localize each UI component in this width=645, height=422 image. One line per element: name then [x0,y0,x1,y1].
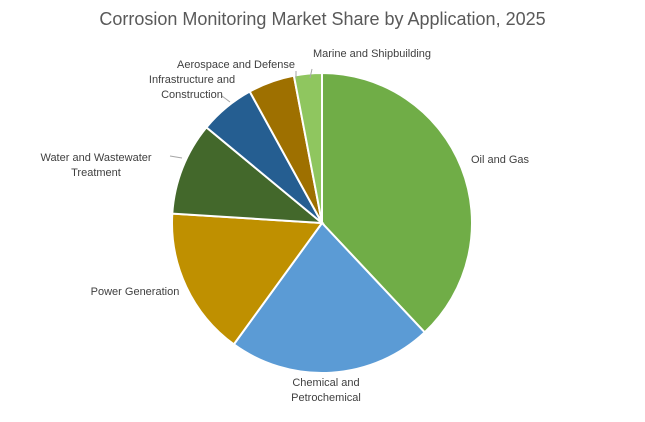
slice-label: Oil and Gas [471,154,530,166]
leader-lines [169,68,313,159]
leader-line [309,68,313,79]
slice-label: Marine and Shipbuilding [313,48,431,60]
slice-label: Power Generation [91,286,180,298]
pie-slices [171,71,473,374]
slice-label: Water and Wastewater Treatment [40,152,151,179]
slice-label: Aerospace and Defense [177,59,295,71]
pie-slice-marine-and-shipbuilding [292,71,323,224]
slice-label: Chemical and Petrochemical [291,377,361,404]
pie-slice-chemical-and-petrochemical [232,221,427,374]
pie-slice-water-and-wastewater-treatment [171,125,326,225]
leader-line [169,155,183,159]
leader-line [221,95,231,103]
pie-labels: Oil and Gas Chemical and Petrochemical Powe… [40,48,529,404]
pie-slice-power-generation [171,212,324,346]
pie-slice-oil-and-gas [321,71,473,334]
chart-title: Corrosion Monitoring Market Share by App… [99,9,546,29]
slice-label: Infrastructure and Construction [149,74,235,101]
